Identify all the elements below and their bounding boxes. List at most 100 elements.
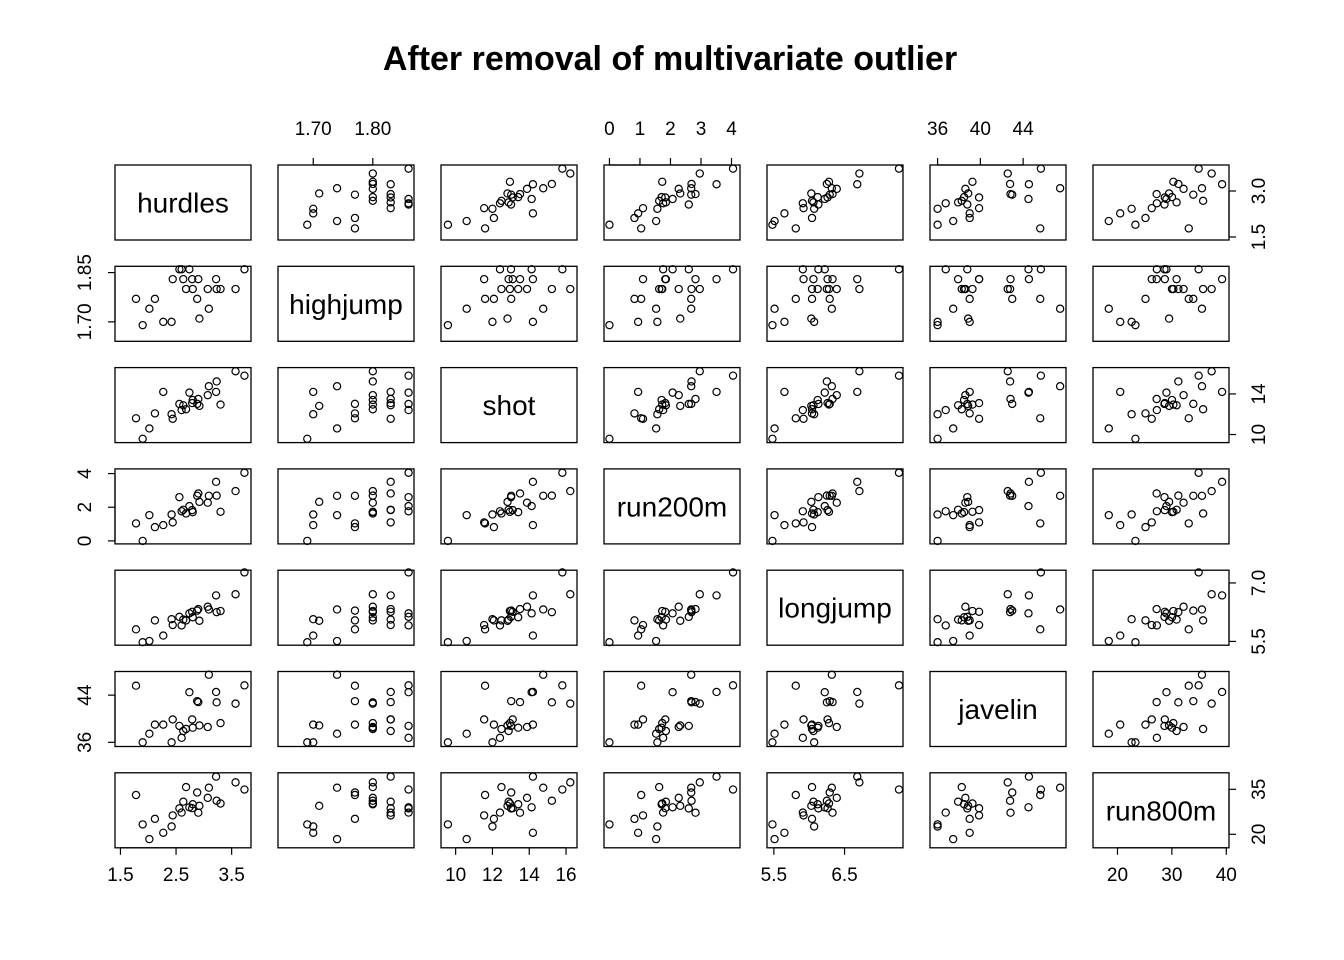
data-point (539, 783, 548, 792)
data-point (1147, 414, 1156, 423)
panel-frame (277, 670, 415, 748)
data-point (668, 265, 677, 274)
data-point (712, 772, 721, 781)
data-point (695, 590, 704, 599)
data-point (138, 820, 147, 829)
data-point (1055, 605, 1065, 614)
data-point (181, 405, 191, 414)
data-point (177, 507, 186, 516)
data-point (558, 468, 567, 477)
data-point (497, 284, 506, 294)
data-point (1024, 772, 1034, 781)
data-point (212, 284, 221, 294)
data-point (167, 510, 176, 519)
data-point (145, 729, 154, 738)
data-point (514, 800, 523, 809)
data-point (668, 687, 677, 697)
data-point (386, 715, 395, 724)
data-point (1008, 788, 1017, 797)
panel-frame (766, 468, 904, 545)
data-point (855, 699, 864, 708)
data-point (506, 200, 516, 209)
data-point (462, 216, 471, 226)
data-point (807, 497, 816, 507)
data-point (1024, 609, 1033, 618)
data-point (479, 620, 489, 630)
data-point (495, 507, 505, 516)
data-point (514, 723, 523, 732)
data-point (653, 317, 662, 327)
data-point (503, 497, 512, 507)
data-point (231, 486, 240, 496)
data-point (350, 213, 360, 223)
data-point (1127, 510, 1136, 519)
data-point (1160, 399, 1169, 409)
panel-frame (929, 569, 1067, 646)
data-point (404, 405, 413, 415)
data-point (1003, 486, 1012, 496)
data-point (658, 733, 668, 743)
data-point (303, 638, 312, 647)
data-point (488, 822, 497, 831)
variable-label-hurdles: hurdles (137, 188, 229, 219)
data-point (558, 785, 567, 794)
data-point (547, 179, 557, 189)
data-point (712, 180, 721, 189)
variable-label-javelin: javelin (957, 694, 1037, 725)
data-point (443, 738, 453, 747)
data-point (1184, 224, 1193, 233)
data-point (965, 814, 974, 824)
data-point (684, 265, 693, 274)
data-point (1198, 509, 1208, 518)
data-point (684, 399, 693, 409)
data-point (1006, 808, 1015, 817)
data-point (1217, 180, 1227, 189)
data-point (653, 615, 662, 624)
data-point (933, 317, 942, 327)
data-point (822, 179, 832, 189)
data-point (150, 814, 160, 824)
data-point (712, 687, 721, 697)
tick-label: 1.5 (1249, 224, 1270, 250)
data-point (528, 274, 538, 284)
data-point (676, 401, 685, 411)
data-point (780, 720, 789, 729)
data-point (948, 510, 958, 520)
data-point (1115, 631, 1125, 640)
data-point (770, 424, 779, 433)
data-point (386, 398, 395, 408)
data-point (1131, 738, 1140, 747)
data-point (957, 405, 966, 414)
data-point (1036, 785, 1046, 794)
data-point (211, 274, 221, 284)
data-point (497, 509, 506, 518)
data-point (813, 395, 822, 405)
data-point (1162, 501, 1171, 511)
data-point (386, 697, 395, 707)
data-point (832, 793, 841, 803)
data-point (1024, 803, 1033, 812)
data-point (828, 808, 837, 817)
data-point (1104, 304, 1113, 313)
data-point (1174, 491, 1183, 500)
data-point (799, 274, 808, 284)
data-point (515, 808, 525, 817)
data-point (168, 811, 177, 820)
data-point (633, 720, 643, 729)
data-point (332, 491, 342, 500)
data-point (204, 491, 214, 500)
data-point (687, 304, 696, 313)
data-point (791, 519, 800, 528)
data-point (539, 605, 548, 614)
data-point (827, 783, 837, 792)
data-point (853, 387, 862, 397)
data-point (1197, 605, 1207, 614)
data-point (1006, 489, 1015, 498)
data-point (961, 184, 970, 194)
data-point (1160, 715, 1170, 724)
data-point (177, 265, 186, 274)
data-point (807, 720, 817, 729)
data-point (768, 536, 777, 546)
data-point (309, 828, 318, 838)
